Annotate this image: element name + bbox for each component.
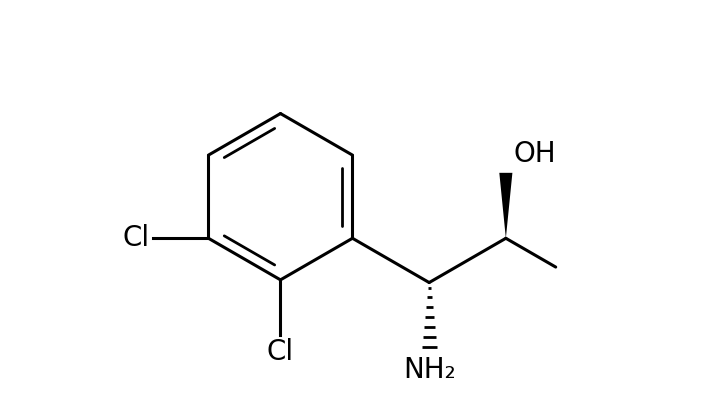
Text: Cl: Cl (267, 339, 294, 366)
Polygon shape (499, 173, 512, 238)
Text: NH₂: NH₂ (403, 357, 456, 384)
Text: Cl: Cl (123, 224, 150, 252)
Text: OH: OH (514, 140, 556, 168)
